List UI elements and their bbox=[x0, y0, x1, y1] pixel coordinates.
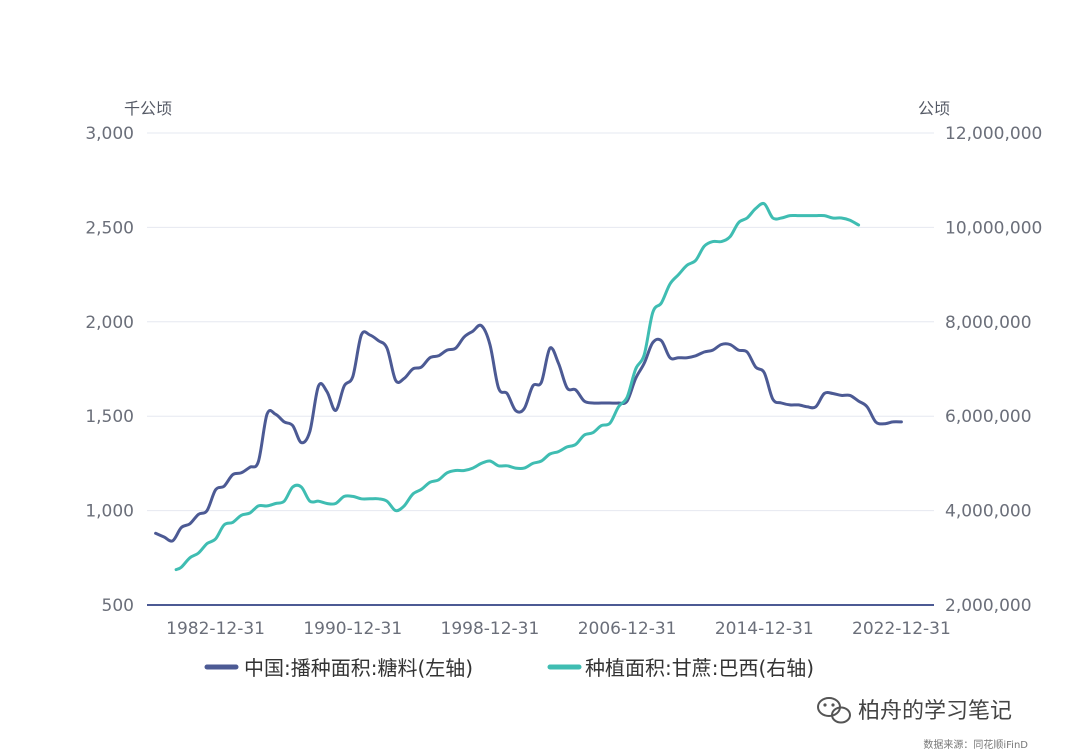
legend-label-brazil: 种植面积:甘蔗:巴西(右轴) bbox=[585, 656, 814, 680]
x-tick-label: 2006-12-31 bbox=[578, 619, 677, 639]
x-tick-label: 2014-12-31 bbox=[715, 619, 814, 639]
legend-label-china: 中国:播种面积:糖料(左轴) bbox=[244, 656, 473, 680]
left-axis-unit: 千公顷 bbox=[124, 99, 172, 118]
right-tick-label: 12,000,000 bbox=[945, 124, 1042, 144]
series-line-brazil bbox=[174, 201, 861, 572]
legend-item-brazil[interactable]: 种植面积:甘蔗:巴西(右轴) bbox=[547, 656, 814, 680]
right-tick-label: 4,000,000 bbox=[945, 502, 1032, 522]
right-tick-label: 6,000,000 bbox=[945, 407, 1032, 427]
left-tick-label: 2,000 bbox=[85, 313, 134, 333]
x-tick-label: 1990-12-31 bbox=[303, 619, 402, 639]
wechat-icon bbox=[817, 697, 851, 724]
x-tick-label: 1998-12-31 bbox=[441, 619, 540, 639]
data-source: 数据来源：同花顺iFinD bbox=[923, 738, 1028, 751]
right-axis-unit: 公顷 bbox=[918, 99, 950, 118]
right-tick-label: 8,000,000 bbox=[945, 313, 1032, 333]
watermark: 柏舟的学习笔记 bbox=[817, 697, 1012, 724]
left-tick-label: 1,000 bbox=[85, 502, 134, 522]
left-tick-label: 3,000 bbox=[85, 124, 134, 144]
legend: 中国:播种面积:糖料(左轴) 种植面积:甘蔗:巴西(右轴) bbox=[204, 656, 814, 680]
x-tick-label: 2022-12-31 bbox=[852, 619, 951, 639]
x-axis-ticks: 1982-12-31 1990-12-31 1998-12-31 2006-12-31… bbox=[166, 619, 951, 639]
left-tick-label: 500 bbox=[102, 596, 134, 616]
right-tick-label: 10,000,000 bbox=[945, 218, 1042, 238]
right-tick-label: 2,000,000 bbox=[945, 596, 1032, 616]
grid-lines bbox=[147, 132, 934, 512]
watermark-text: 柏舟的学习笔记 bbox=[858, 699, 1012, 724]
legend-item-china[interactable]: 中国:播种面积:糖料(左轴) bbox=[204, 656, 473, 680]
series-line-china bbox=[154, 323, 903, 543]
left-tick-label: 2,500 bbox=[85, 218, 134, 238]
series-lines bbox=[154, 201, 903, 572]
left-axis-ticks: 500 1,000 1,500 2,000 2,500 3,000 bbox=[85, 124, 134, 616]
x-tick-label: 1982-12-31 bbox=[166, 619, 265, 639]
right-axis-ticks: 2,000,000 4,000,000 6,000,000 8,000,000 10,0… bbox=[945, 124, 1042, 616]
left-tick-label: 1,500 bbox=[85, 407, 134, 427]
